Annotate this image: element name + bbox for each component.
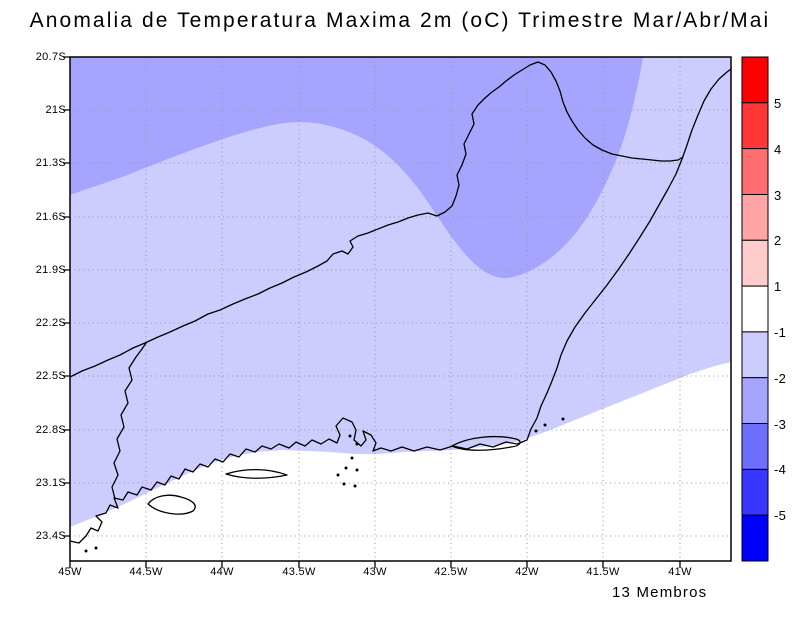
island-dot xyxy=(94,546,98,550)
colorbar-tick-label: 1 xyxy=(774,279,782,294)
y-tick-label: 21S xyxy=(45,104,66,116)
island-dot xyxy=(355,442,359,446)
colorbar-tick-label: -5 xyxy=(774,508,787,523)
shading-band-minus2-minus3 xyxy=(70,57,643,279)
y-tick-label: 21.9S xyxy=(35,264,66,276)
island-dot xyxy=(534,429,538,433)
coastline xyxy=(70,68,731,544)
colorbar-tick-label: -4 xyxy=(774,462,787,477)
shaded-anomaly-field xyxy=(70,57,731,561)
state-border-west xyxy=(111,342,147,500)
x-tick-label: 43.5W xyxy=(282,566,316,578)
island-dot xyxy=(336,473,340,477)
x-tick-label: 42W xyxy=(515,566,539,578)
colorbar-tick-label: 3 xyxy=(774,188,782,203)
y-tick-label: 20.7S xyxy=(35,51,66,63)
x-tick-label: 41.5W xyxy=(586,566,620,578)
island-dot xyxy=(355,468,359,472)
chart-title: Anomalia de Temperatura Maxima 2m (oC) T… xyxy=(29,9,771,32)
y-tick-label: 21.3S xyxy=(35,157,66,169)
island-dot xyxy=(342,482,346,486)
island-dot xyxy=(344,466,348,470)
y-tick-label: 22.5S xyxy=(35,370,66,382)
y-axis-ticks xyxy=(63,56,70,537)
colorbar-segment xyxy=(741,239,769,287)
colorbar-segment xyxy=(741,468,769,516)
colorbar-segment xyxy=(741,514,769,562)
axis-ticks xyxy=(63,56,681,568)
coastline-and-borders xyxy=(70,61,731,544)
x-tick-label: 44.5W xyxy=(129,566,163,578)
shading-band-neutral xyxy=(70,362,731,561)
plot-frame xyxy=(69,56,732,562)
colorbar-tick-label: 4 xyxy=(774,142,782,157)
colorbar-segment xyxy=(741,423,769,470)
colorbar-tick-label: -1 xyxy=(774,325,787,340)
x-axis-ticks xyxy=(69,561,681,568)
colorbar-tick-label: 2 xyxy=(774,233,782,248)
state-border-north xyxy=(70,61,684,378)
island-dot xyxy=(353,484,357,488)
island-dot xyxy=(543,423,547,427)
y-tick-label: 23.1S xyxy=(35,477,66,489)
y-tick-label: 22.2S xyxy=(35,317,66,329)
colorbar-tick-label: -3 xyxy=(774,417,787,432)
colorbar-segment xyxy=(741,56,769,104)
colorbar-segment xyxy=(741,285,769,333)
colorbar-tick-label: -2 xyxy=(774,371,787,386)
island-dots xyxy=(84,417,565,553)
ilha-grande-island xyxy=(147,494,196,515)
colorbar-tick-label: 5 xyxy=(774,96,782,111)
marambaia-strip xyxy=(225,468,288,479)
island-dot xyxy=(348,434,352,438)
colorbar xyxy=(741,56,769,562)
colorbar-segment xyxy=(741,331,769,379)
x-tick-label: 41W xyxy=(668,566,692,578)
ensemble-members-label: 13 Membros xyxy=(612,584,708,601)
x-tick-label: 45W xyxy=(58,566,82,578)
y-tick-label: 21.6S xyxy=(35,211,66,223)
island-dot xyxy=(350,456,354,460)
colorbar-segment xyxy=(741,102,769,150)
x-tick-label: 42.5W xyxy=(434,566,468,578)
island-dot xyxy=(84,549,88,553)
colorbar-segment xyxy=(741,377,769,425)
x-tick-label: 43W xyxy=(363,566,387,578)
y-tick-label: 22.8S xyxy=(35,424,66,436)
y-tick-label: 23.4S xyxy=(35,530,66,542)
colorbar-segment xyxy=(741,148,769,196)
x-tick-label: 44W xyxy=(210,566,234,578)
colorbar-segment xyxy=(741,194,769,241)
island-dot xyxy=(561,417,565,421)
araruama-lagoon xyxy=(451,435,521,451)
